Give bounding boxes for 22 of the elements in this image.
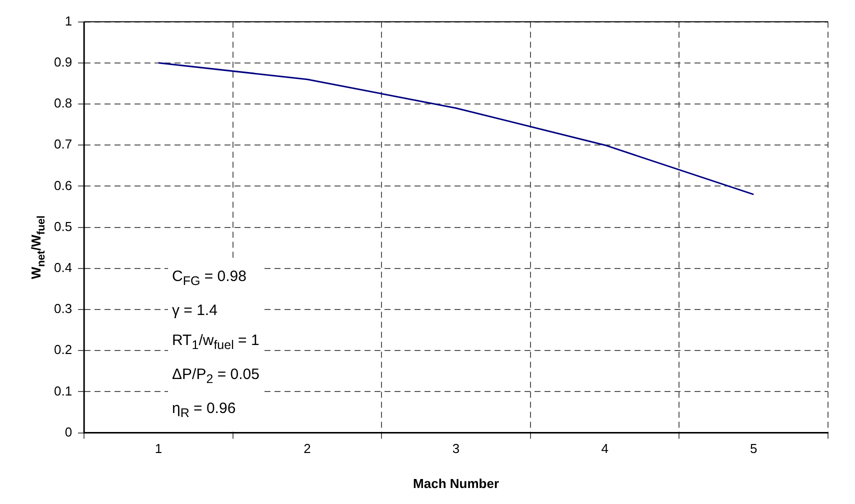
y-tick-label: 0.9 — [54, 54, 72, 70]
y-tick-label: 0.7 — [54, 136, 72, 152]
x-tick-label: 2 — [304, 441, 311, 456]
y-tick-label: 1 — [64, 13, 72, 28]
x-tick-label: 4 — [601, 441, 608, 456]
y-tick-label: 0.3 — [54, 301, 72, 316]
y-tick-label: 0.4 — [54, 260, 72, 275]
y-tick-label: 0 — [64, 424, 72, 440]
x-tick-label: 5 — [750, 441, 758, 456]
y-tick-label: 0.8 — [54, 96, 72, 111]
y-tick-label: 0.5 — [54, 218, 72, 234]
x-tick-label: 3 — [452, 441, 460, 456]
y-tick-label: 0.6 — [54, 178, 72, 193]
annotation: C$_{FG}$ = 0.98 — [172, 267, 248, 290]
y-tick-label: 0.1 — [54, 383, 72, 398]
x-tick-label: 1 — [154, 441, 162, 456]
annotation: RT$_{1}$/w$_{fuel}$ = 1 — [172, 331, 260, 354]
annotation: γ = 1.4 — [172, 301, 218, 321]
y-tick-label: 0.2 — [54, 342, 72, 358]
x-axis-title: Mach Number — [413, 476, 500, 491]
annotation: ΔP/P$_{2}$ = 0.05 — [172, 365, 260, 388]
annotation: η$_{R}$ = 0.96 — [172, 399, 237, 422]
